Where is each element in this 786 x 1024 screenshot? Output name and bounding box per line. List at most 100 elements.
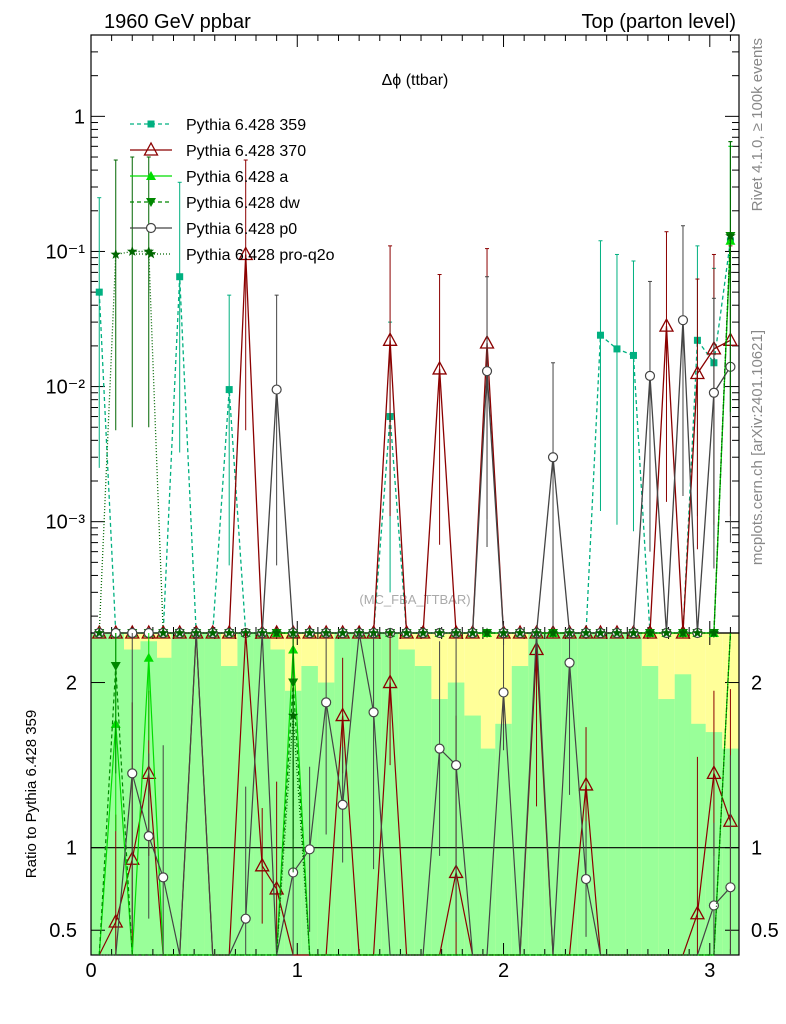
legend-label: Pythia 6.428 p0 <box>186 221 297 238</box>
data-point <box>564 627 575 638</box>
legend-item: Pythia 6.428 dw <box>130 195 300 212</box>
series-line <box>99 236 732 634</box>
ratio-point <box>287 710 299 720</box>
band-inner <box>350 633 368 955</box>
rivet-label: Rivet 4.1.0, ≥ 100k events <box>749 38 766 211</box>
band-inner <box>414 666 432 955</box>
ratio-point <box>498 687 509 698</box>
legend-item: Pythia 6.428 370 <box>130 141 306 160</box>
data-point <box>481 366 493 377</box>
data-point <box>708 387 720 398</box>
data-point <box>240 627 251 638</box>
data-point <box>304 627 315 638</box>
data-point <box>257 627 268 638</box>
y-tick-label: 10⁻³ <box>46 512 86 534</box>
ratio-point <box>434 743 445 754</box>
data-point <box>176 273 184 281</box>
data-point <box>692 627 703 638</box>
band-inner <box>187 633 205 955</box>
data-point <box>225 386 233 394</box>
legend-item: Pythia 6.428 pro-q2o <box>130 247 335 264</box>
series-line <box>98 236 732 634</box>
ratio-y-tick-label-right: 0.5 <box>751 920 779 942</box>
data-point <box>629 351 637 359</box>
band-inner <box>658 699 675 955</box>
data-point <box>434 627 445 638</box>
data-point <box>337 627 348 638</box>
band-inner <box>511 666 529 955</box>
band-inner <box>91 633 108 955</box>
legend-item: Pythia 6.428 a <box>130 169 288 186</box>
ratio-point <box>564 657 575 668</box>
header-right: Top (parton level) <box>581 11 736 33</box>
x-tick-label: 0 <box>85 960 96 982</box>
y-tick-label: 10⁻¹ <box>46 241 86 263</box>
band-inner <box>674 674 692 955</box>
legend-label: Pythia 6.428 370 <box>186 143 306 160</box>
series-5-ratio <box>99 632 732 956</box>
ratio-point <box>725 882 736 893</box>
data-point <box>596 331 604 339</box>
data-point <box>628 627 639 638</box>
band-inner <box>381 633 399 955</box>
legend-swatch-marker <box>146 198 156 207</box>
ratio-point <box>158 872 169 883</box>
ratio-point <box>528 641 545 656</box>
legend-swatch-marker <box>145 248 157 259</box>
ratio-point <box>304 844 315 855</box>
data-point <box>382 331 398 346</box>
band-inner <box>464 715 481 955</box>
x-tick-label: 1 <box>292 960 303 982</box>
band-inner <box>625 633 642 955</box>
data-point <box>689 365 706 380</box>
ratio-point <box>335 707 351 722</box>
ratio-series-group <box>98 632 739 956</box>
ratio-point <box>127 768 138 779</box>
mcplots-label: mcplots.cern.ch [arXiv:2401.10621] <box>749 330 766 565</box>
data-point <box>431 360 448 375</box>
data-point <box>158 627 169 638</box>
series-3-main <box>94 141 736 638</box>
series-line <box>98 240 732 634</box>
ratio-point <box>143 652 154 662</box>
ratio-y-tick-label-right: 2 <box>751 673 762 695</box>
legend-swatch-marker <box>145 222 157 234</box>
legend-swatch-marker <box>147 120 155 128</box>
band-inner <box>204 633 221 955</box>
data-point <box>725 230 736 241</box>
data-point <box>368 627 379 638</box>
data-point <box>467 627 478 638</box>
chart-title: Δϕ (ttbar) <box>382 72 449 89</box>
data-point <box>353 627 365 638</box>
x-tick-label: 2 <box>498 960 509 982</box>
ratio-point <box>368 707 379 718</box>
data-point <box>224 627 235 638</box>
band-inner <box>641 666 659 955</box>
legend-swatch-marker <box>146 171 156 180</box>
data-point <box>613 345 621 353</box>
ratio-point <box>706 764 722 780</box>
data-point <box>708 627 720 638</box>
data-point <box>531 627 542 638</box>
legend: Pythia 6.428 359 Pythia 6.428 370 Pythia 6… <box>130 117 335 264</box>
data-point <box>174 627 185 638</box>
data-point <box>94 627 105 638</box>
data-point <box>417 627 429 638</box>
data-point <box>127 246 138 256</box>
series-4-main <box>94 225 736 639</box>
data-point <box>547 452 559 463</box>
ratio-point <box>580 873 592 885</box>
ratio-point <box>143 831 154 842</box>
data-point <box>207 627 218 638</box>
data-point <box>481 627 493 638</box>
legend-swatch-marker <box>143 141 159 156</box>
y-tick-label: 1 <box>74 106 85 128</box>
band-inner <box>544 633 562 955</box>
data-point <box>384 627 396 638</box>
data-point <box>110 249 121 259</box>
ratio-line <box>99 632 732 956</box>
data-point <box>143 246 154 256</box>
ratio-ylabel: Ratio to Pythia 6.428 359 <box>23 710 40 878</box>
data-point <box>677 315 689 326</box>
band-inner <box>398 649 415 955</box>
